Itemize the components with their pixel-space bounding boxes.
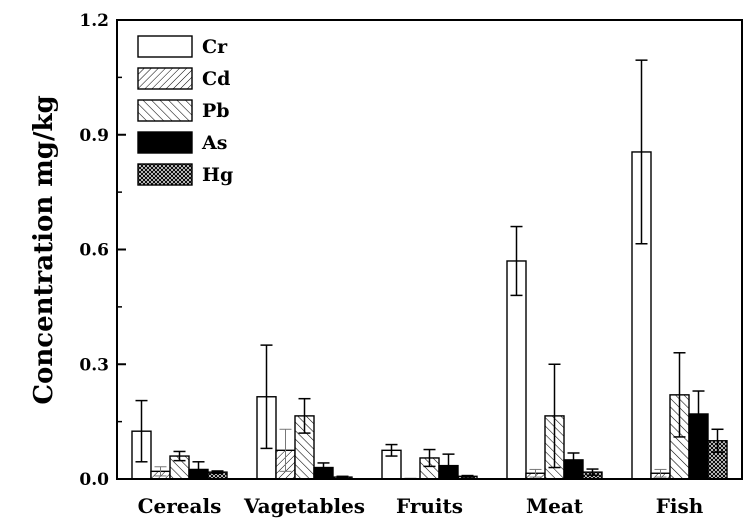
error-bar-cr-meat <box>510 225 523 297</box>
x-tick-label-cereals: Cereals <box>138 494 222 518</box>
error-bar-hg-fruits <box>461 474 474 478</box>
y-tick-label: 0.3 <box>79 355 109 375</box>
error-bar-pb-fruits <box>423 448 436 468</box>
error-bar-hg-vagetables <box>336 475 349 479</box>
error-bar-pb-cereals <box>173 450 186 462</box>
y-tick-label: 0.0 <box>79 470 109 490</box>
error-bar-cr-fish <box>635 59 648 245</box>
y-axis-label: Concentration mg/kg <box>29 95 59 404</box>
error-bar-hg-fish <box>711 428 724 453</box>
error-bar-as-fish <box>692 390 705 438</box>
error-bar-pb-fish <box>673 352 686 438</box>
error-bar-pb-vagetables <box>298 397 311 434</box>
error-bar-as-cereals <box>192 461 205 478</box>
legend-swatch-hg <box>137 163 193 186</box>
error-bar-as-fruits <box>442 453 455 478</box>
bars-layer <box>131 151 728 480</box>
error-bar-cr-vagetables <box>260 344 273 450</box>
x-tick-label-vagetables: Vagetables <box>243 494 365 518</box>
error-bar-cr-cereals <box>135 399 148 463</box>
legend-swatch-pb <box>137 99 193 122</box>
error-bars-layer <box>135 59 724 480</box>
error-bar-cd-cereals <box>154 466 167 477</box>
error-bar-hg-cereals <box>211 470 224 475</box>
x-tick-label-fish: Fish <box>656 494 704 518</box>
error-bar-as-vagetables <box>317 462 330 473</box>
error-bar-cd-vagetables <box>279 428 292 472</box>
legend-label-cr: Cr <box>202 36 228 58</box>
legend-swatch-as <box>137 131 193 154</box>
legend-label-cd: Cd <box>202 68 230 90</box>
y-tick-label: 0.9 <box>79 126 109 146</box>
y-axis: 0.0 0.3 0.6 0.9 1.2 <box>79 11 126 490</box>
y-tick-label: 1.2 <box>79 11 109 31</box>
error-bar-as-meat <box>567 452 580 468</box>
error-bar-pb-meat <box>548 363 561 469</box>
legend: Cr Cd Pb As Hg <box>137 35 233 186</box>
y-tick-label: 0.6 <box>79 241 109 261</box>
legend-swatch-cr <box>137 35 193 58</box>
legend-label-pb: Pb <box>202 100 230 122</box>
legend-swatch-cd <box>137 67 193 90</box>
legend-label-as: As <box>201 132 227 154</box>
error-bar-cd-meat <box>529 468 542 478</box>
error-bar-cd-fish <box>654 468 667 478</box>
x-tick-label-fruits: Fruits <box>396 494 463 518</box>
error-bar-hg-meat <box>586 468 599 476</box>
error-bar-cr-fruits <box>385 443 398 457</box>
x-tick-label-meat: Meat <box>526 494 584 518</box>
x-axis: Cereals Vagetables Fruits Meat Fish <box>138 494 704 518</box>
legend-label-hg: Hg <box>202 164 233 186</box>
